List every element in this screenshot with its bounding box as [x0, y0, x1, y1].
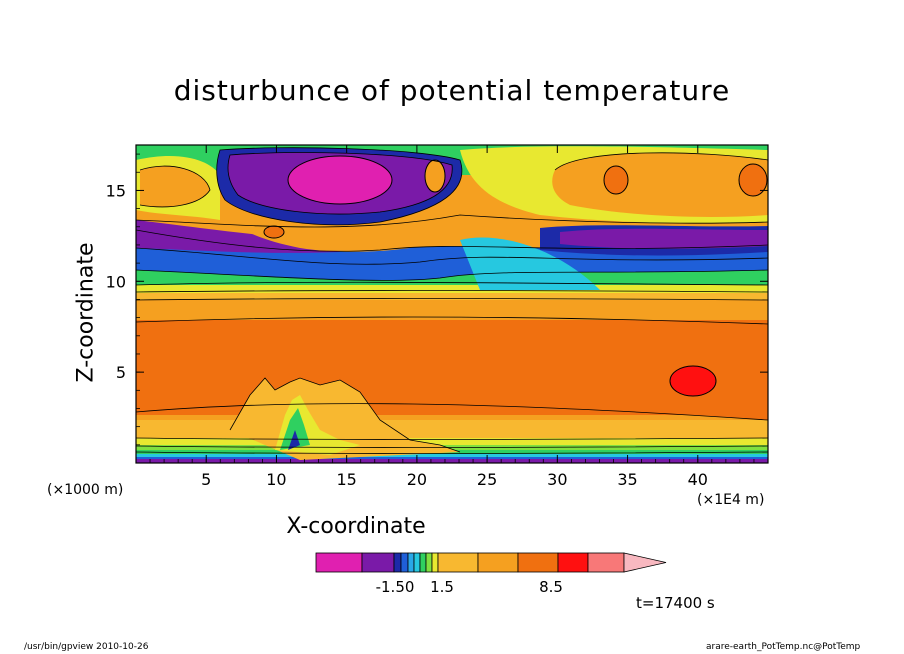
mid-orange-lens — [220, 215, 430, 252]
top-left-orange — [140, 166, 210, 207]
x-tick-label-4: 25 — [477, 470, 497, 489]
plot-frame — [135, 144, 769, 464]
x-tick-label-6: 35 — [617, 470, 637, 489]
colorbar-segment-10 — [477, 552, 519, 573]
mid-warm-spot — [263, 225, 285, 239]
y-axis-label: Z-coordinate — [73, 242, 99, 383]
colorbar: -1.50 1.5 8.5 — [315, 552, 667, 596]
colorbar-segment-1 — [361, 552, 395, 573]
colorbar-segment-7 — [425, 552, 433, 573]
chart-title: disturbunce of potential temperature — [173, 74, 731, 107]
y-tick-label-1: 10 — [106, 272, 126, 291]
colorbar-segment-12 — [557, 552, 589, 573]
colorbar-arrow — [623, 552, 667, 573]
x-unit-right: (×1E4 m) — [697, 492, 765, 508]
top-right-warm-2 — [738, 163, 768, 197]
footer-left: /usr/bin/gpview 2010-10-26 — [24, 642, 149, 652]
colorbar-label-0: -1.50 — [376, 578, 415, 596]
axis-ticks — [136, 145, 768, 463]
top-right-warm-1 — [603, 165, 629, 195]
colorbar-segment-11 — [517, 552, 559, 573]
colorbar-segment-5 — [413, 552, 421, 573]
colorbar-segment-4 — [407, 552, 415, 573]
band-upper-cyan — [460, 237, 600, 290]
x-tick-label-7: 40 — [688, 470, 708, 489]
colorbar-segment-13 — [587, 552, 625, 573]
x-tick-label-3: 20 — [407, 470, 427, 489]
colorbar-segment-3 — [400, 552, 409, 573]
contour-lines — [136, 147, 768, 454]
time-label: t=17400 s — [636, 594, 715, 612]
top-right-orange — [552, 152, 768, 217]
colorbar-segment-0 — [315, 552, 363, 573]
band-low-2 — [136, 438, 768, 446]
top-warm-spot — [424, 159, 446, 193]
warm-max-blob — [669, 365, 717, 397]
axis-tick-labels: 5 10 15 20 25 30 35 40 5 10 15 — [106, 181, 708, 489]
x-tick-label-2: 15 — [336, 470, 356, 489]
band-upper-purple-right — [560, 228, 768, 249]
x-tick-label-1: 10 — [266, 470, 286, 489]
y-tick-label-0: 5 — [116, 363, 126, 382]
x-unit-left: (×1000 m) — [47, 482, 124, 498]
colorbar-label-2: 8.5 — [539, 578, 563, 596]
x-axis-label: X-coordinate — [286, 514, 426, 539]
x-tick-label-0: 5 — [201, 470, 211, 489]
colorbar-segment-9 — [437, 552, 479, 573]
band-low-5 — [136, 454, 768, 458]
footer-right: arare-earth_PotTemp.nc@PotTemp — [706, 642, 861, 652]
x-tick-label-5: 30 — [547, 470, 567, 489]
band-low-6 — [136, 457, 768, 460]
top-cold-min — [287, 155, 393, 205]
band-upper-blue — [136, 230, 768, 281]
band-low-4 — [136, 450, 768, 455]
band-low-3 — [136, 445, 768, 451]
band-low-7 — [136, 459, 768, 463]
band-orange-upper — [136, 300, 768, 320]
y-tick-label-2: 15 — [106, 181, 126, 200]
colorbar-label-1: 1.5 — [430, 578, 454, 596]
heatmap-field — [136, 145, 768, 463]
mountain-wave-blue — [288, 430, 300, 450]
colorbar-segment-8 — [431, 552, 439, 573]
colorbar-segment-6 — [419, 552, 427, 573]
colorbar-segment-2 — [393, 552, 402, 573]
